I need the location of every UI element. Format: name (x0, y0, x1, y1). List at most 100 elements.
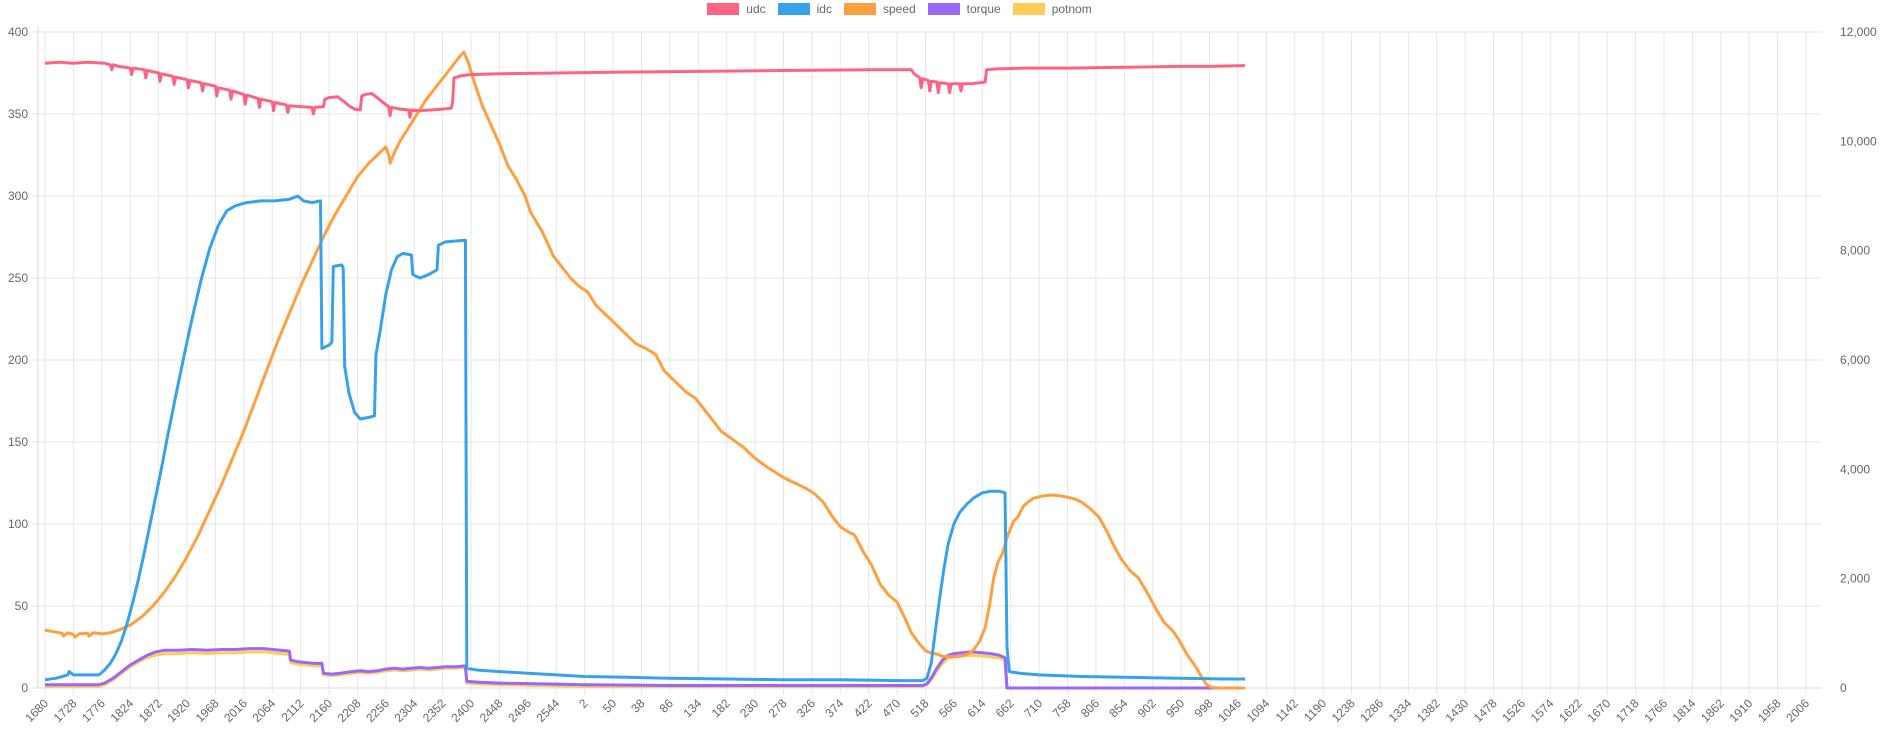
legend-swatch-idc (777, 3, 810, 15)
legend-item-torque[interactable]: torque (927, 2, 1001, 16)
x-tick-label: 2208 (335, 696, 364, 725)
x-tick-label: 182 (709, 696, 733, 720)
x-tick-label: 86 (657, 696, 677, 716)
x-tick-label: 2006 (1783, 696, 1812, 725)
legend-label: torque (966, 2, 1001, 16)
x-tick-label: 518 (908, 696, 932, 720)
x-tick-label: 950 (1163, 696, 1187, 720)
y-right-tick-label: 4,000 (1840, 462, 1870, 476)
legend-label: idc (816, 2, 832, 16)
x-tick-label: 1430 (1443, 696, 1472, 725)
y-left-tick-label: 200 (8, 353, 28, 367)
x-tick-label: 1910 (1727, 696, 1756, 725)
x-tick-label: 470 (879, 696, 903, 720)
legend-item-idc[interactable]: idc (777, 2, 832, 16)
x-tick-label: 1824 (108, 696, 137, 725)
x-tick-label: 2064 (250, 696, 279, 725)
series-line-idc (44, 194, 1245, 683)
x-tick-label: 50 (600, 696, 620, 716)
x-tick-label: 1478 (1471, 696, 1500, 725)
legend-swatch-udc (707, 3, 740, 15)
x-tick-label: 1622 (1556, 696, 1585, 725)
series-line-udc (44, 60, 1246, 119)
y-left-tick-label: 400 (8, 25, 28, 39)
legend-swatch-torque (927, 3, 960, 15)
x-tick-label: 1680 (22, 696, 51, 725)
x-tick-label: 2016 (221, 696, 250, 725)
x-tick-label: 1872 (136, 696, 165, 725)
x-tick-label: 2496 (505, 696, 534, 725)
x-tick-label: 1094 (1244, 696, 1273, 725)
x-tick-label: 1238 (1329, 696, 1358, 725)
x-tick-label: 1776 (79, 696, 108, 725)
x-tick-label: 1526 (1499, 696, 1528, 725)
x-tick-label: 1728 (51, 696, 80, 725)
y-left-tick-label: 350 (8, 107, 28, 121)
y-right-tick-label: 8,000 (1840, 244, 1870, 258)
x-tick-label: 326 (794, 696, 818, 720)
x-tick-label: 2112 (279, 696, 307, 724)
chart-legend: udc idc speed torque potnom (0, 2, 1891, 16)
y-left-tick-label: 250 (8, 271, 28, 285)
x-tick-label: 1814 (1670, 696, 1699, 725)
series-line-potnom (45, 650, 1245, 690)
x-tick-label: 2544 (534, 696, 563, 725)
legend-item-potnom[interactable]: potnom (1012, 2, 1092, 16)
y-left-tick-label: 50 (15, 599, 29, 613)
y-left-tick-label: 150 (8, 435, 28, 449)
x-tick-label: 230 (737, 696, 761, 720)
y-right-tick-label: 2,000 (1840, 572, 1870, 586)
x-tick-label: 902 (1135, 696, 1159, 720)
legend-item-speed[interactable]: speed (843, 2, 916, 16)
x-tick-label: 2304 (392, 696, 421, 725)
legend-swatch-potnom (1012, 3, 1045, 15)
x-tick-label: 806 (1078, 696, 1102, 720)
x-tick-label: 2 (576, 696, 591, 711)
x-tick-label: 134 (680, 696, 704, 720)
x-tick-label: 38 (628, 696, 648, 716)
x-tick-label: 998 (1192, 696, 1216, 720)
x-tick-label: 1286 (1357, 696, 1386, 725)
x-tick-label: 1574 (1528, 696, 1557, 725)
x-tick-label: 1968 (193, 696, 222, 725)
x-tick-label: 2448 (477, 696, 506, 725)
x-tick-label: 614 (964, 696, 988, 720)
legend-label: speed (882, 2, 916, 16)
x-tick-label: 374 (822, 696, 846, 720)
x-tick-label: 1862 (1698, 696, 1727, 725)
series-line-speed (44, 50, 1245, 690)
y-right-tick-label: 6,000 (1840, 353, 1870, 367)
x-tick-label: 2256 (363, 696, 392, 725)
legend-item-udc[interactable]: udc (707, 2, 766, 16)
x-tick-label: 1382 (1414, 696, 1443, 725)
y-right-tick-label: 12,000 (1840, 25, 1877, 39)
y-right-tick-label: 10,000 (1840, 134, 1877, 148)
y-left-tick-label: 0 (21, 681, 28, 695)
legend-swatch-speed (843, 3, 876, 15)
legend-label: udc (746, 2, 766, 16)
x-tick-label: 1718 (1613, 696, 1642, 725)
series-line-torque (45, 647, 1245, 690)
x-tick-label: 758 (1050, 696, 1074, 720)
x-tick-label: 2352 (420, 696, 449, 725)
x-tick-label: 2160 (306, 696, 335, 725)
x-tick-label: 278 (766, 696, 790, 720)
x-tick-label: 1958 (1755, 696, 1784, 725)
y-left-tick-label: 100 (8, 517, 28, 531)
x-tick-label: 566 (936, 696, 960, 720)
x-tick-label: 2400 (448, 696, 477, 725)
x-tick-label: 710 (1021, 696, 1045, 720)
x-tick-label: 1046 (1215, 696, 1244, 725)
y-right-tick-label: 0 (1840, 681, 1847, 695)
x-tick-label: 662 (993, 696, 1017, 720)
x-tick-label: 1920 (164, 696, 193, 725)
y-left-tick-label: 300 (8, 189, 28, 203)
x-tick-label: 1334 (1386, 696, 1415, 725)
x-tick-label: 854 (1106, 696, 1130, 720)
legend-label: potnom (1051, 2, 1092, 16)
x-tick-label: 422 (851, 696, 875, 720)
x-tick-label: 1670 (1585, 696, 1614, 725)
x-tick-label: 1766 (1641, 696, 1670, 725)
